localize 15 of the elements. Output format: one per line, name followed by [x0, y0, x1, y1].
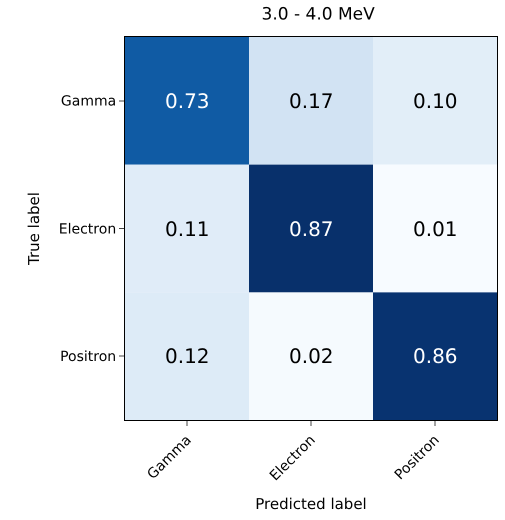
data-label: 0.17 — [289, 89, 334, 113]
data-label: 0.01 — [413, 217, 458, 241]
data-label: 0.11 — [165, 217, 210, 241]
data-label: 0.10 — [413, 89, 458, 113]
data-label: 0.87 — [289, 217, 334, 241]
chart-title: 3.0 - 4.0 MeV — [262, 4, 376, 25]
y-axis-title: True label — [25, 192, 44, 266]
data-label: 0.12 — [165, 344, 210, 368]
data-label: 0.73 — [165, 89, 210, 113]
y-tick-label: Gamma — [60, 94, 116, 110]
y-tick-label: Positron — [60, 349, 116, 366]
data-label: 0.02 — [289, 344, 334, 368]
x-axis-title: Predicted label — [255, 495, 367, 514]
y-tick-label: Electron — [58, 221, 116, 238]
data-label: 0.86 — [413, 344, 458, 368]
